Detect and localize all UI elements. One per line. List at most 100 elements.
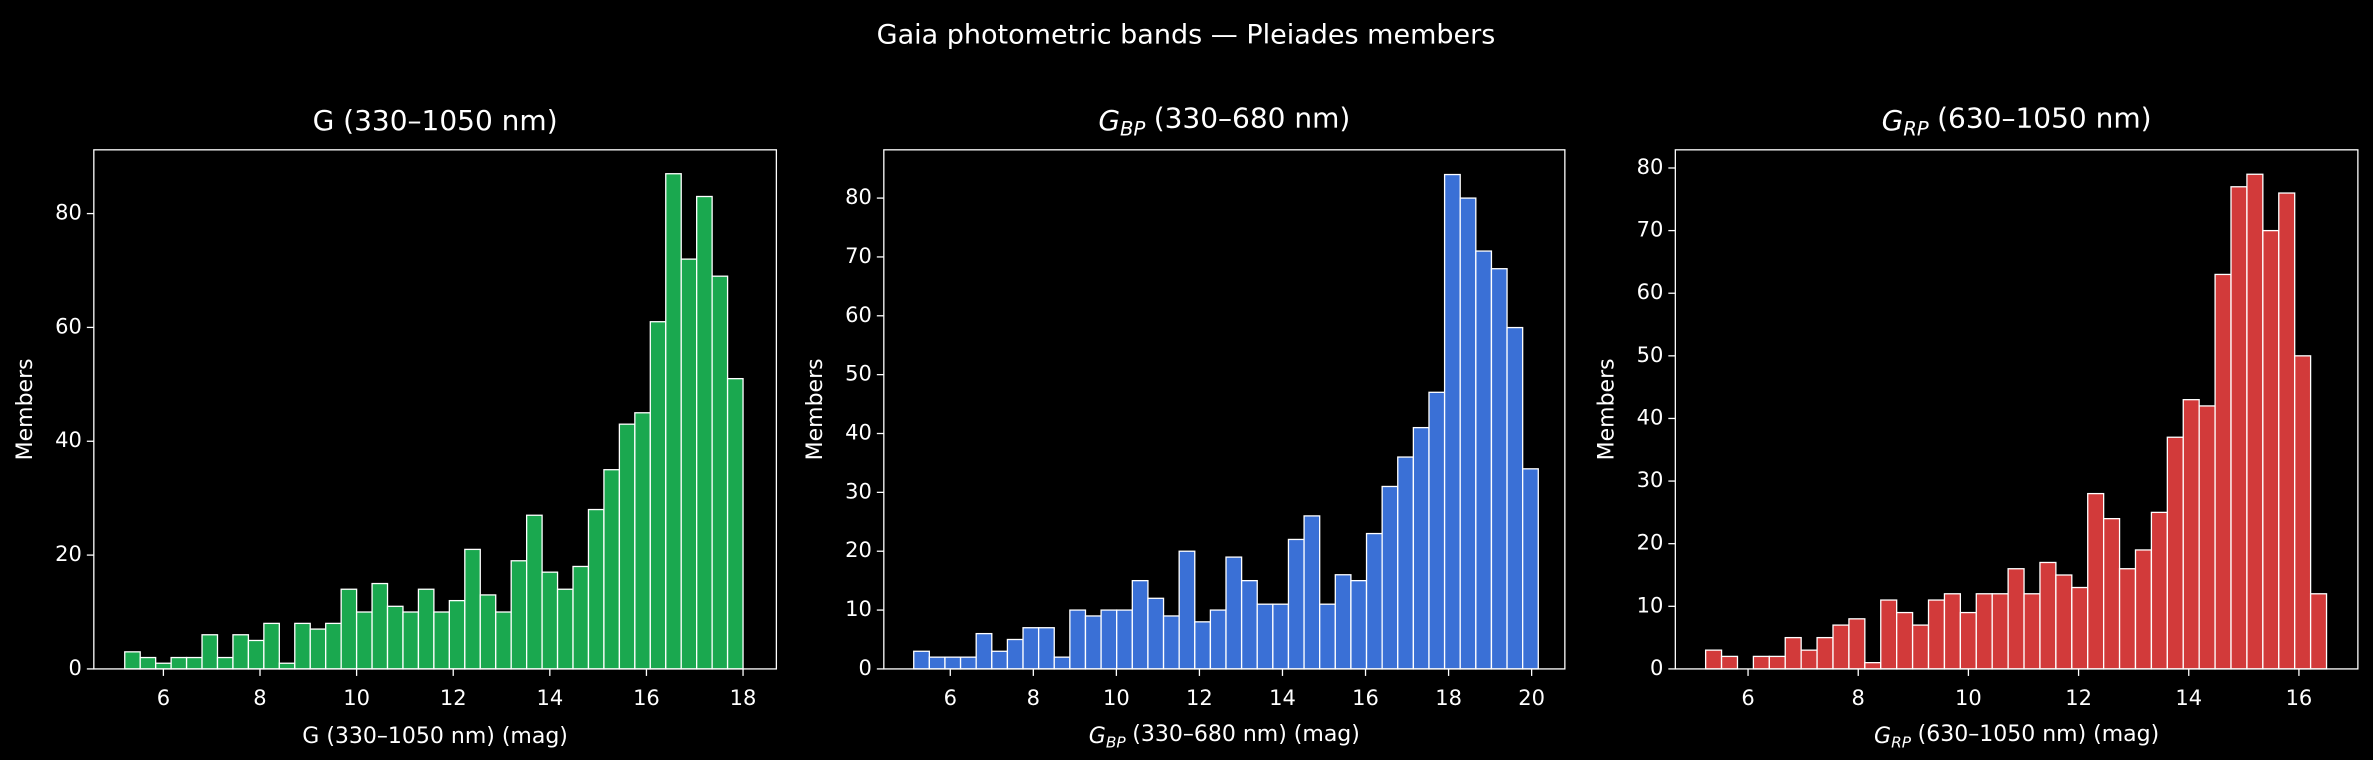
bar xyxy=(1287,538,1305,670)
bar xyxy=(1162,615,1180,670)
bar xyxy=(525,514,543,670)
bar xyxy=(1256,603,1274,670)
x-axis-label: G (330–1050 nm) (mag) xyxy=(302,724,568,749)
bar xyxy=(325,622,342,670)
panel-title-text: (630–1050 nm) xyxy=(1937,101,2151,134)
panel-title: GRP (630–1050 nm) xyxy=(1882,101,2152,140)
bar xyxy=(185,656,203,670)
bar xyxy=(2214,273,2232,670)
bar xyxy=(2166,436,2184,670)
bar xyxy=(294,622,311,670)
axes-frame xyxy=(93,149,778,670)
bar xyxy=(2071,586,2089,670)
axes-frame xyxy=(1674,149,2359,670)
y-axis-label: Members xyxy=(1594,358,1619,460)
axes-frame xyxy=(883,149,1566,670)
bar xyxy=(124,651,141,670)
bar xyxy=(1816,636,1834,670)
x-tick-label: 14 xyxy=(536,686,563,710)
bar xyxy=(1147,597,1165,670)
bar xyxy=(1006,638,1024,670)
y-tick-label: 40 xyxy=(1637,405,1664,429)
x-tick-label: 10 xyxy=(1103,686,1130,710)
x-tick-label: 10 xyxy=(343,686,370,710)
y-tick-label: 60 xyxy=(55,314,82,338)
y-axis-label: Members xyxy=(803,358,828,460)
bar xyxy=(479,594,497,670)
x-axis-label: GRP (630–1050 nm) (mag) xyxy=(1874,722,2159,752)
y-tick-label: 70 xyxy=(845,244,872,268)
y-tick-label: 20 xyxy=(1637,531,1664,555)
bar xyxy=(1490,268,1508,670)
x-tick-label: 8 xyxy=(1027,686,1040,710)
y-tick-label: 40 xyxy=(55,428,82,452)
bar xyxy=(913,650,930,670)
y-tick-label: 60 xyxy=(845,303,872,327)
bar xyxy=(2246,173,2264,670)
bar xyxy=(155,662,172,670)
bar xyxy=(1975,593,1993,670)
bar xyxy=(1365,532,1383,670)
bar xyxy=(1194,621,1212,670)
bar xyxy=(634,412,651,670)
panel-title-text: (330–680 nm) xyxy=(1154,101,1351,134)
bar xyxy=(975,632,993,670)
bar xyxy=(696,195,713,670)
y-tick-label: 0 xyxy=(1650,656,1663,680)
bar xyxy=(232,634,250,670)
x-axis-label-symbol: G xyxy=(1089,724,1106,749)
bar xyxy=(2182,399,2200,670)
bar xyxy=(1319,603,1336,670)
bar xyxy=(216,656,234,670)
bar xyxy=(402,611,420,670)
bar xyxy=(1864,662,1882,670)
bar xyxy=(1832,624,1850,670)
x-axis-label-symbol: G xyxy=(1874,724,1891,749)
x-tick-label: 14 xyxy=(1269,686,1296,710)
x-tick-label: 18 xyxy=(1435,686,1462,710)
bar xyxy=(1131,579,1149,670)
bar xyxy=(1397,456,1415,670)
bar xyxy=(386,605,404,670)
panel-title: GBP (330–680 nm) xyxy=(1098,101,1350,140)
bar xyxy=(1800,649,1818,670)
x-tick-label: 20 xyxy=(1518,686,1545,710)
x-axis-label-subscript: RP xyxy=(1891,734,1912,752)
bar xyxy=(1209,609,1227,670)
bar xyxy=(1506,326,1524,670)
panel-title-subscript: BP xyxy=(1120,118,1145,141)
x-axis-label-text: (330–680 nm) (mag) xyxy=(1132,722,1360,747)
bar xyxy=(603,469,621,670)
bar xyxy=(711,275,729,670)
y-tick-label: 80 xyxy=(1637,155,1664,179)
bar xyxy=(1720,655,1739,670)
bar xyxy=(2134,549,2153,670)
bar xyxy=(1896,611,1914,670)
bar xyxy=(1459,197,1477,670)
bar xyxy=(1381,485,1399,670)
bar xyxy=(1959,611,1977,670)
y-tick-label: 10 xyxy=(1637,593,1664,617)
bar xyxy=(2262,229,2280,670)
bar xyxy=(556,588,574,670)
bar xyxy=(2102,517,2121,670)
x-axis-label-text: (630–1050 nm) (mag) xyxy=(1918,722,2160,747)
x-tick-label: 16 xyxy=(2286,686,2313,710)
y-tick-label: 60 xyxy=(1637,280,1664,304)
bar xyxy=(1037,627,1055,670)
y-tick-label: 50 xyxy=(845,362,872,386)
bar xyxy=(572,565,590,670)
bar xyxy=(1927,599,1946,670)
bar xyxy=(1443,173,1461,670)
bar xyxy=(1240,579,1258,670)
bar xyxy=(2039,561,2057,670)
bar xyxy=(2198,405,2216,670)
bar xyxy=(201,634,219,670)
y-tick-label: 80 xyxy=(55,201,82,225)
x-tick-label: 6 xyxy=(944,686,957,710)
bar xyxy=(649,321,667,670)
y-tick-label: 40 xyxy=(845,421,872,445)
bar xyxy=(433,611,451,670)
